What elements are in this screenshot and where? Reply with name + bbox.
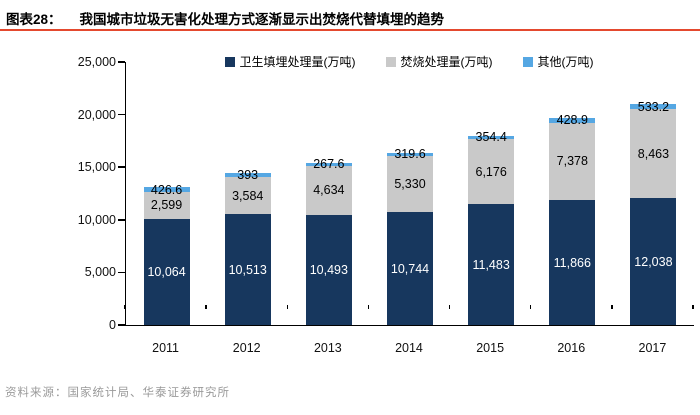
legend-item-1: 焚烧处理量(万吨)	[385, 53, 493, 70]
x-axis-tick-mark	[205, 305, 207, 309]
bar-value-label: 8,463	[637, 146, 670, 161]
bar-value-label: 354.4	[475, 130, 507, 145]
x-axis-tick-mark	[692, 305, 694, 309]
bar-segment-2-2012	[224, 172, 271, 177]
y-axis-tick-label: 10,000	[77, 212, 116, 227]
bar-value-label: 10,493	[309, 262, 348, 277]
bar-value-label: 267.6	[313, 157, 345, 172]
x-axis-tick-mark	[611, 305, 613, 309]
x-axis-category-label: 2014	[395, 341, 423, 355]
title-divider-line	[0, 29, 700, 31]
figure-number-label: 图表28：	[6, 12, 62, 27]
y-axis-tick-mark	[117, 219, 125, 221]
bar-segment-1-2013	[305, 165, 352, 215]
y-axis-tick-mark	[117, 271, 125, 274]
y-axis-tick-mark	[117, 324, 125, 326]
legend-item-2: 其他(万吨)	[522, 53, 594, 70]
bar-segment-1-2016	[549, 122, 596, 201]
bar-segment-0-2016	[549, 200, 596, 325]
x-axis-tick-mark	[367, 305, 370, 309]
bar-segment-1-2017	[630, 109, 677, 199]
bar-segment-0-2014	[387, 211, 433, 325]
figure-title: 我国城市垃圾无害化处理方式逐渐显示出焚烧代替填埋的趋势	[79, 12, 445, 27]
bar-value-label: 3,584	[232, 188, 264, 203]
bar-value-label: 428.9	[556, 113, 588, 128]
stacked-bar-chart: 卫生填埋处理量(万吨) 焚烧处理量(万吨) 其他(万吨) 10,064 2,599 42…	[0, 40, 700, 370]
bar-segment-2-2013	[305, 163, 352, 166]
y-axis-tick-label: 0	[109, 318, 116, 332]
x-axis-tick-mark	[529, 305, 532, 309]
bar-segment-0-2017	[630, 198, 677, 325]
legend-swatch-icon	[224, 56, 235, 67]
bar-segment-0-2013	[305, 214, 352, 325]
bar-value-label: 319.6	[394, 147, 426, 162]
bar-value-label: 12,038	[634, 254, 673, 269]
bar-value-label: 533.2	[637, 99, 670, 114]
x-axis-category-label: 2017	[638, 341, 667, 355]
bar-segment-0-2012	[224, 214, 271, 325]
legend-swatch-icon	[522, 56, 533, 67]
bar-segment-2-2011	[143, 187, 190, 192]
x-axis-tick-mark	[286, 305, 289, 309]
bar-value-label: 6,176	[475, 164, 507, 179]
plot-area: 10,064 2,599 426.6 10,513 3,584 393 10,493 4,63…	[117, 61, 694, 326]
bar-segment-1-2011	[143, 191, 190, 220]
y-axis-tick-label: 15,000	[77, 160, 116, 175]
bar-segment-1-2015	[468, 139, 515, 205]
x-axis-category-label: 2012	[232, 341, 261, 355]
x-axis-category-label: 2015	[476, 341, 505, 355]
bar-segment-2-2017	[630, 103, 677, 110]
legend-label: 焚烧处理量(万吨)	[400, 55, 493, 69]
chart-legend: 卫生填埋处理量(万吨) 焚烧处理量(万吨) 其他(万吨)	[125, 53, 693, 70]
bar-value-label: 11,866	[553, 255, 591, 270]
bar-value-label: 2,599	[150, 198, 183, 213]
bar-value-label: 10,744	[390, 261, 430, 276]
y-axis-tick-mark	[117, 166, 125, 168]
bar-segment-2-2016	[549, 118, 596, 123]
legend-label: 其他(万吨)	[537, 55, 594, 69]
bar-value-label: 10,064	[147, 265, 186, 280]
x-axis-tick-mark	[124, 305, 126, 309]
y-axis-tick-label: 20,000	[77, 107, 116, 122]
x-axis-category-label: 2016	[557, 341, 586, 355]
bar-value-label: 4,634	[313, 183, 345, 198]
bar-segment-1-2014	[387, 155, 433, 212]
bar-value-label: 393	[237, 167, 259, 182]
bar-value-label: 5,330	[394, 176, 426, 191]
legend-swatch-icon	[385, 56, 396, 67]
bar-segment-0-2011	[143, 219, 190, 325]
y-axis-tick-label: 25,000	[77, 55, 116, 69]
y-axis-tick-mark	[117, 61, 125, 63]
y-axis-tick-mark	[117, 113, 125, 116]
bar-value-label: 426.6	[150, 182, 183, 197]
y-axis-tick-label: 5,000	[84, 265, 116, 280]
bar-segment-2-2015	[468, 135, 515, 140]
x-axis-tick-mark	[448, 305, 451, 309]
bar-segment-1-2012	[224, 176, 271, 215]
legend-label: 卫生填埋处理量(万吨)	[239, 55, 356, 69]
figure-title-row: 图表28： 我国城市垃圾无害化处理方式逐渐显示出焚烧代替填埋的趋势	[6, 8, 444, 28]
x-axis-category-label: 2011	[152, 341, 180, 355]
bar-segment-2-2014	[387, 152, 433, 156]
bar-segment-0-2015	[468, 204, 515, 325]
bar-value-label: 10,513	[228, 262, 267, 277]
legend-item-0: 卫生填埋处理量(万吨)	[224, 53, 356, 70]
bar-value-label: 11,483	[472, 257, 510, 272]
source-note: 资料来源：国家统计局、华泰证券研究所	[5, 387, 230, 399]
bar-value-label: 7,378	[556, 154, 588, 169]
x-axis-category-label: 2013	[313, 341, 342, 355]
